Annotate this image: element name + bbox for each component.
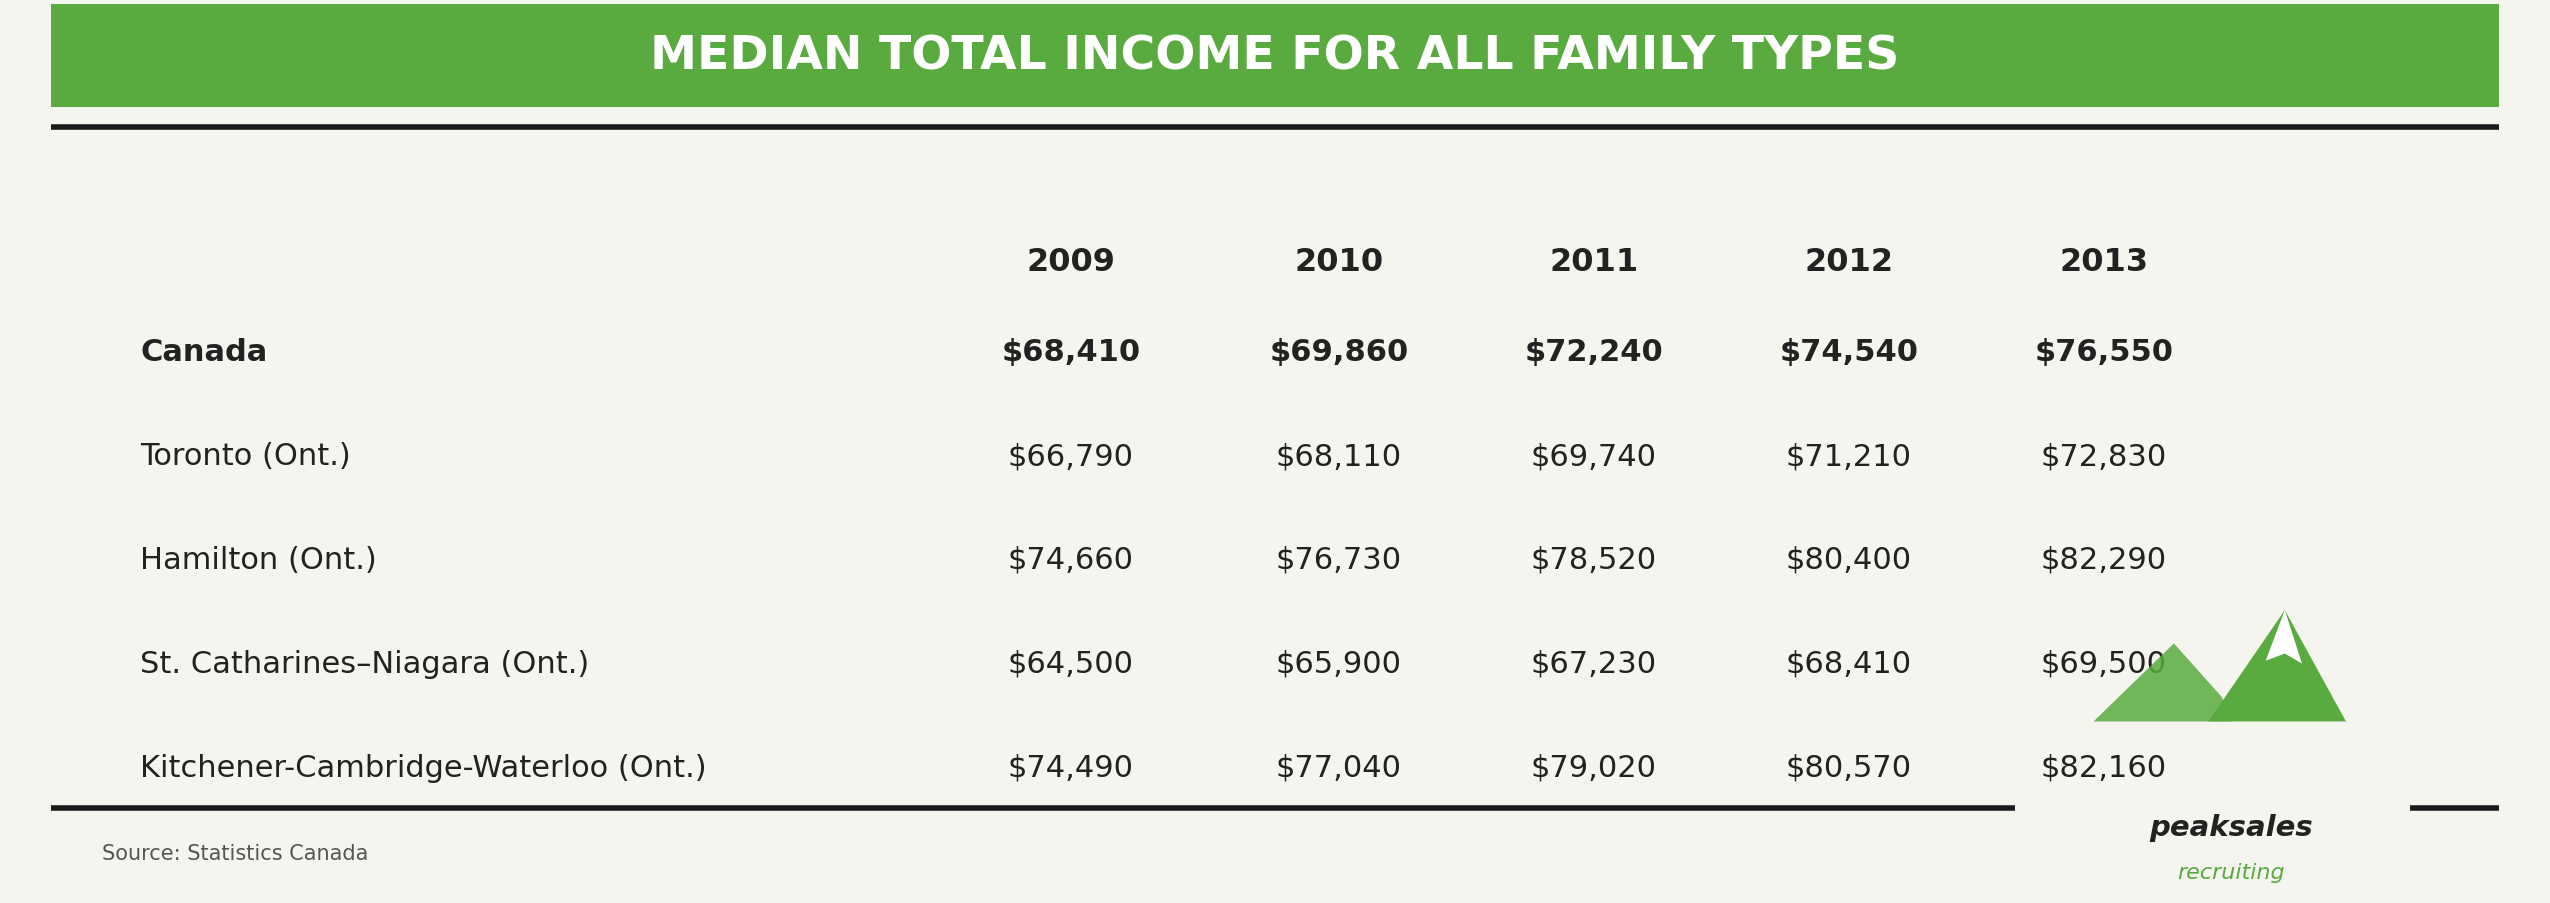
Text: $74,490: $74,490 [1007, 753, 1135, 782]
Text: $69,500: $69,500 [2040, 649, 2168, 678]
Text: Toronto (Ont.): Toronto (Ont.) [140, 442, 352, 470]
Text: $76,550: $76,550 [2035, 338, 2173, 367]
Text: Hamilton (Ont.): Hamilton (Ont.) [140, 545, 377, 574]
Text: $79,020: $79,020 [1530, 753, 1658, 782]
Text: St. Catharines–Niagara (Ont.): St. Catharines–Niagara (Ont.) [140, 649, 589, 678]
Polygon shape [2264, 610, 2303, 664]
Text: $71,210: $71,210 [1785, 442, 1912, 470]
Polygon shape [2094, 644, 2231, 721]
Text: $65,900: $65,900 [1275, 649, 1402, 678]
Text: 2011: 2011 [1548, 247, 1637, 277]
Text: $74,660: $74,660 [1007, 545, 1135, 574]
Text: recruiting: recruiting [2178, 862, 2285, 882]
Text: 2012: 2012 [1805, 247, 1892, 277]
Text: Kitchener-Cambridge-Waterloo (Ont.): Kitchener-Cambridge-Waterloo (Ont.) [140, 753, 706, 782]
Text: $72,240: $72,240 [1525, 338, 1663, 367]
Text: $82,290: $82,290 [2040, 545, 2168, 574]
Text: $76,730: $76,730 [1275, 545, 1402, 574]
Text: $82,160: $82,160 [2040, 753, 2168, 782]
Text: 2013: 2013 [2060, 247, 2147, 277]
Text: $72,830: $72,830 [2040, 442, 2168, 470]
Text: $69,740: $69,740 [1530, 442, 1658, 470]
Text: 2009: 2009 [1028, 247, 1114, 277]
Text: peaksales: peaksales [2150, 813, 2313, 841]
Text: 2010: 2010 [1295, 247, 1382, 277]
Text: $78,520: $78,520 [1530, 545, 1658, 574]
Text: MEDIAN TOTAL INCOME FOR ALL FAMILY TYPES: MEDIAN TOTAL INCOME FOR ALL FAMILY TYPES [650, 34, 1900, 79]
Text: $66,790: $66,790 [1007, 442, 1135, 470]
Text: $68,110: $68,110 [1275, 442, 1402, 470]
Text: $69,860: $69,860 [1270, 338, 1408, 367]
Text: $77,040: $77,040 [1275, 753, 1402, 782]
Text: $68,410: $68,410 [1002, 338, 1140, 367]
Polygon shape [2208, 610, 2346, 721]
Text: Canada: Canada [140, 338, 268, 367]
Text: $68,410: $68,410 [1785, 649, 1912, 678]
FancyBboxPatch shape [51, 5, 2499, 108]
Text: $80,400: $80,400 [1785, 545, 1912, 574]
Text: $80,570: $80,570 [1785, 753, 1912, 782]
Text: $67,230: $67,230 [1530, 649, 1658, 678]
Text: Source: Statistics Canada: Source: Statistics Canada [102, 843, 367, 863]
Text: $64,500: $64,500 [1007, 649, 1135, 678]
Text: $74,540: $74,540 [1780, 338, 1918, 367]
